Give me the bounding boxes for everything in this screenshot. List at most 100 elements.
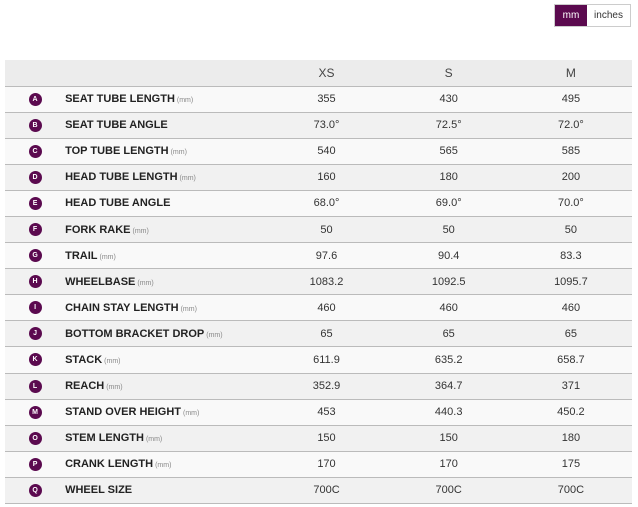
letter-badge: J — [28, 327, 42, 341]
value-cell: 611.9 — [313, 353, 340, 366]
geometry-table: XS S M A SEAT TUBE LENGTH (mm) 355 430 495 B … — [5, 60, 632, 504]
letter-badge: G — [28, 249, 42, 263]
table-row: G TRAIL (mm) 97.6 90.4 83.3 — [5, 242, 632, 269]
unit-label: (mm) — [137, 279, 154, 287]
letter-badge: C — [28, 144, 42, 158]
value-cell: 460 — [561, 301, 581, 314]
letter-badge: K — [28, 353, 42, 367]
value-cell: 352.9 — [312, 380, 341, 393]
value-cell: 83.3 — [560, 249, 582, 262]
measurement-label: HEAD TUBE LENGTH — [65, 171, 178, 184]
value-cell: 65 — [320, 327, 333, 340]
size-header-m: M — [565, 65, 576, 80]
measurement-label: REACH — [65, 380, 105, 393]
table-row: C TOP TUBE LENGTH (mm) 540 565 585 — [5, 138, 632, 165]
table-row: D HEAD TUBE LENGTH (mm) 160 180 200 — [5, 164, 632, 191]
value-cell: 460 — [439, 301, 458, 314]
table-row: J BOTTOM BRACKET DROP (mm) 65 65 65 — [5, 320, 632, 347]
value-cell: 73.0° — [313, 119, 340, 132]
unit-label: (mm) — [155, 462, 172, 470]
measurement-label: SEAT TUBE ANGLE — [65, 119, 168, 132]
value-cell: 700C — [313, 484, 340, 497]
value-cell: 364.7 — [434, 380, 463, 393]
value-cell: 460 — [317, 301, 336, 314]
value-cell: 1083.2 — [309, 275, 344, 288]
measurement-label: BOTTOM BRACKET DROP — [65, 327, 205, 340]
unit-label: (mm) — [176, 97, 194, 105]
table-header: XS S M — [5, 60, 632, 86]
value-cell: 200 — [561, 171, 581, 184]
mm-button[interactable]: mm — [555, 5, 587, 26]
value-cell: 700C — [557, 484, 585, 497]
measurement-label: SEAT TUBE LENGTH — [65, 93, 175, 106]
value-cell: 430 — [439, 93, 458, 106]
value-cell: 450.2 — [557, 406, 585, 419]
letter-badge: L — [28, 379, 42, 393]
value-cell: 69.0° — [435, 197, 462, 210]
unit-label: (mm) — [179, 175, 196, 183]
letter-badge: Q — [28, 483, 42, 497]
value-cell: 180 — [439, 171, 458, 184]
unit-toggle: mm inches — [554, 4, 631, 27]
unit-label: (mm) — [104, 357, 121, 365]
value-cell: 175 — [561, 458, 581, 471]
measurement-label: TOP TUBE LENGTH — [65, 145, 169, 158]
table-row: A SEAT TUBE LENGTH (mm) 355 430 495 — [5, 86, 632, 113]
value-cell: 65 — [564, 327, 578, 340]
unit-label: (mm) — [170, 149, 187, 157]
unit-label: (mm) — [145, 436, 163, 444]
value-cell: 495 — [561, 93, 581, 106]
letter-badge: B — [28, 118, 42, 132]
unit-label: (mm) — [180, 305, 197, 313]
letter-badge: O — [28, 431, 42, 445]
measurement-label: HEAD TUBE ANGLE — [65, 197, 171, 210]
table-row: H WHEELBASE (mm) 1083.2 1092.5 1095.7 — [5, 268, 632, 295]
value-cell: 585 — [561, 145, 581, 158]
value-cell: 160 — [317, 171, 336, 184]
measurement-label: FORK RAKE — [65, 223, 131, 236]
table-row: M STAND OVER HEIGHT (mm) 453 440.3 450.2 — [5, 399, 632, 426]
size-header-s: S — [444, 65, 453, 80]
value-cell: 540 — [317, 145, 336, 158]
inches-button[interactable]: inches — [587, 5, 630, 26]
table-row: Q WHEEL SIZE 700C 700C 700C — [5, 477, 632, 504]
value-cell: 150 — [439, 432, 458, 445]
letter-badge: P — [28, 457, 42, 471]
value-cell: 90.4 — [437, 249, 460, 262]
value-cell: 440.3 — [434, 406, 463, 419]
letter-badge: F — [28, 223, 42, 237]
value-cell: 50 — [564, 223, 578, 236]
table-row: F FORK RAKE (mm) 50 50 50 — [5, 216, 632, 243]
measurement-label: CHAIN STAY LENGTH — [65, 301, 179, 314]
letter-badge: H — [28, 275, 42, 289]
value-cell: 565 — [439, 145, 458, 158]
letter-badge: D — [28, 170, 42, 184]
measurement-label: STACK — [65, 353, 103, 366]
value-cell: 635.2 — [434, 353, 463, 366]
table-row: O STEM LENGTH (mm) 150 150 180 — [5, 425, 632, 452]
value-cell: 355 — [317, 93, 336, 106]
value-cell: 371 — [561, 380, 581, 393]
measurement-label: STEM LENGTH — [65, 432, 144, 445]
value-cell: 70.0° — [557, 197, 584, 210]
table-row: B SEAT TUBE ANGLE 73.0° 72.5° 72.0° — [5, 112, 632, 139]
measurement-label: TRAIL — [65, 249, 98, 262]
value-cell: 50 — [442, 223, 455, 236]
value-cell: 170 — [439, 458, 458, 471]
unit-label: (mm) — [183, 410, 200, 418]
unit-label: (mm) — [99, 253, 116, 261]
unit-label: (mm) — [132, 227, 149, 235]
value-cell: 65 — [442, 327, 455, 340]
value-cell: 658.7 — [557, 353, 585, 366]
measurement-label: WHEELBASE — [65, 275, 136, 288]
value-cell: 453 — [317, 406, 336, 419]
table-row: P CRANK LENGTH (mm) 170 170 175 — [5, 451, 632, 478]
value-cell: 72.5° — [435, 119, 462, 132]
letter-badge: M — [28, 405, 42, 419]
table-row: L REACH (mm) 352.9 364.7 371 — [5, 373, 632, 400]
table-row: E HEAD TUBE ANGLE 68.0° 69.0° 70.0° — [5, 190, 632, 217]
measurement-label: CRANK LENGTH — [65, 458, 154, 471]
value-cell: 700C — [435, 484, 462, 497]
value-cell: 1095.7 — [554, 275, 588, 288]
letter-badge: A — [28, 92, 42, 106]
